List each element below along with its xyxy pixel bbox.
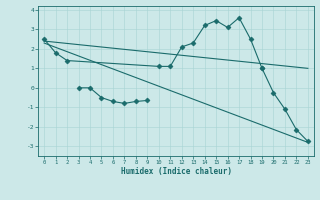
X-axis label: Humidex (Indice chaleur): Humidex (Indice chaleur) <box>121 167 231 176</box>
